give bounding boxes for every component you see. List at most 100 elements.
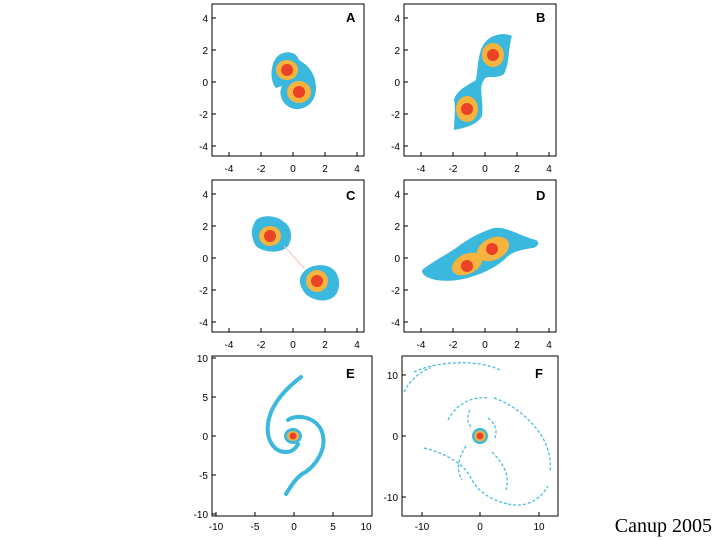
panel-a-ytick: -2 [199, 110, 208, 121]
panel-f-ytick: 10 [387, 371, 399, 382]
panel-c-ytick: 4 [202, 190, 208, 201]
panel-a-label: A [346, 10, 356, 25]
panel-a: A -4 -2 0 2 4 4 2 0 -2 -4 [199, 3, 365, 175]
credit-text: Canup 2005 [614, 515, 712, 537]
panel-f-label: F [535, 366, 543, 381]
panel-b-ytick: 2 [394, 46, 400, 57]
panel-a-bodies [271, 52, 316, 110]
panel-e-ytick: 10 [197, 354, 209, 365]
panel-a-ytick: 4 [202, 14, 208, 25]
panel-c-xtick: 2 [322, 340, 328, 351]
debris-arc [487, 417, 497, 441]
panel-a-xtick: -4 [225, 164, 234, 175]
core [476, 432, 484, 440]
core [289, 432, 297, 440]
panel-a-ytick: 2 [202, 46, 208, 57]
debris-arc [493, 397, 551, 473]
panel-b-label: B [536, 10, 545, 25]
panel-c-xtick: -4 [225, 340, 234, 351]
panel-f-ytick: 0 [392, 432, 398, 443]
panel-d-ytick: 2 [394, 222, 400, 233]
panel-d-label: D [536, 188, 545, 203]
panel-a-ytick: -4 [199, 142, 208, 153]
core [461, 103, 473, 115]
core [281, 64, 293, 76]
panel-d-ytick: 0 [394, 254, 400, 265]
panel-d-xtick: 0 [482, 340, 488, 351]
panel-c-xtick: 0 [290, 340, 296, 351]
panel-b-ytick: 4 [394, 14, 400, 25]
panel-d-xtick: 2 [514, 340, 520, 351]
core [486, 243, 498, 255]
core [487, 49, 499, 61]
panel-e-xtick: -5 [251, 522, 260, 533]
panel-c-label: C [346, 188, 356, 203]
panel-c-xtick: -2 [257, 340, 266, 351]
panel-c-frame [211, 179, 365, 333]
panel-b-xtick: -4 [417, 164, 426, 175]
core [293, 86, 305, 98]
spiral-arm [284, 414, 326, 496]
panel-f-xtick: 10 [533, 522, 545, 533]
panel-e-xtick: 10 [360, 522, 372, 533]
panel-b-xtick: 4 [546, 164, 552, 175]
panel-b-xtick: 0 [482, 164, 488, 175]
panel-c-ytick: 2 [202, 222, 208, 233]
debris-arc [457, 445, 467, 481]
panel-a-xtick: 0 [290, 164, 296, 175]
panel-b-xtick: -2 [449, 164, 458, 175]
panel-d-bodies [422, 227, 539, 281]
panel-b-ytick: 0 [394, 78, 400, 89]
panel-f: F -10 0 10 10 0 -10 [384, 355, 559, 533]
panel-e-bodies [265, 375, 326, 496]
panel-d-xtick: 4 [546, 340, 552, 351]
panel-b-ytick: -4 [391, 142, 400, 153]
panel-c-ytick: -4 [199, 318, 208, 329]
spiral-arm [265, 375, 303, 455]
panel-a-xtick: 2 [322, 164, 328, 175]
tidal-bridge [283, 245, 305, 269]
panel-e-xtick: 5 [330, 522, 336, 533]
panel-a-frame [211, 3, 365, 157]
panel-d-ytick: 4 [394, 190, 400, 201]
debris-arc [403, 367, 431, 393]
panel-e-ticks [212, 357, 373, 516]
panel-e-xtick: -10 [209, 522, 224, 533]
panel-f-ticks [402, 374, 540, 516]
panel-e-ytick: 5 [202, 393, 208, 404]
panel-c: C -4 -2 0 2 4 4 2 0 -2 -4 [199, 179, 365, 351]
panel-b-ytick: -2 [391, 110, 400, 121]
panel-e-ytick: 0 [202, 432, 208, 443]
panel-e-ytick: -10 [194, 510, 209, 521]
panel-f-xtick: 0 [477, 522, 483, 533]
panel-c-ytick: 0 [202, 254, 208, 265]
core [311, 275, 323, 287]
panel-f-debris [403, 362, 551, 506]
panel-f-ytick: -10 [384, 493, 399, 504]
panel-d: D -4 -2 0 2 4 4 2 0 -2 -4 [391, 179, 557, 351]
panel-c-xtick: 4 [354, 340, 360, 351]
panel-d-ytick: -4 [391, 318, 400, 329]
panel-b: B -4 -2 0 2 4 4 2 0 -2 -4 [391, 3, 557, 175]
panel-a-xtick: 4 [354, 164, 360, 175]
panel-b-xtick: 2 [514, 164, 520, 175]
panel-b-frame [403, 3, 557, 157]
core [461, 260, 473, 272]
panel-d-xtick: -2 [449, 340, 458, 351]
debris-arc [507, 485, 549, 506]
panel-e: E -10 -5 0 5 10 10 5 0 -5 -10 [194, 354, 373, 533]
panel-c-ticks [212, 193, 358, 332]
panel-f-body [472, 428, 488, 444]
panel-d-ytick: -2 [391, 286, 400, 297]
panel-a-ticks [212, 17, 358, 156]
panel-d-ticks [404, 193, 550, 332]
debris-arc [491, 451, 508, 491]
panel-e-ytick: -5 [199, 471, 208, 482]
panel-a-xtick: -2 [257, 164, 266, 175]
panel-c-bodies [251, 216, 340, 301]
panel-d-frame [403, 179, 557, 333]
panel-b-bodies [454, 34, 512, 130]
debris-arc [467, 409, 473, 429]
panel-e-label: E [346, 366, 355, 381]
